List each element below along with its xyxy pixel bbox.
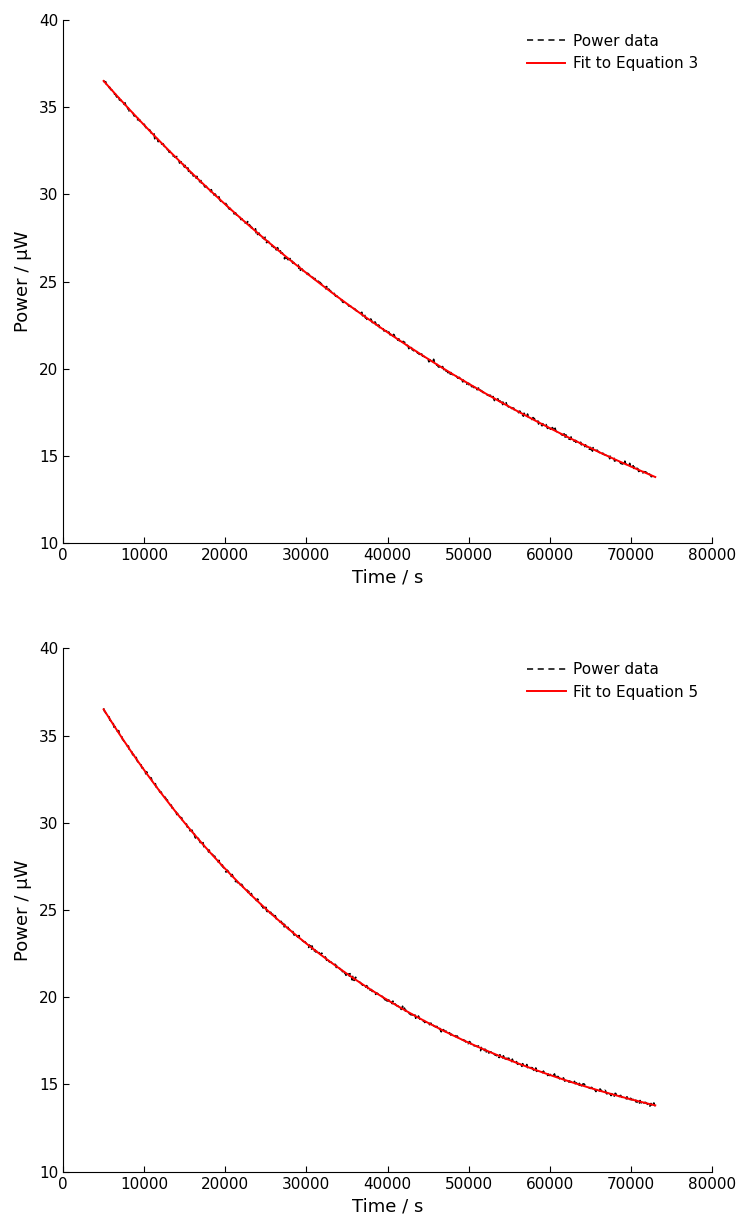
Fit to Equation 3 [99, 74, 108, 88]
Y-axis label: Power / μW: Power / μW [14, 859, 32, 961]
Fit to Equation 3 [368, 315, 376, 329]
Fit to Equation 5 [352, 973, 362, 988]
Power data [451, 369, 460, 383]
Y-axis label: Power / μW: Power / μW [14, 231, 32, 332]
Power data [99, 73, 108, 87]
Legend: Power data, Fit to Equation 3: Power data, Fit to Equation 3 [521, 27, 704, 77]
Fit to Equation 5 [634, 1094, 644, 1109]
Fit to Equation 5 [634, 1094, 644, 1109]
Fit to Equation 5 [651, 1097, 660, 1112]
Line: Fit to Equation 5: Fit to Equation 5 [104, 709, 656, 1105]
Power data [434, 1023, 443, 1037]
Fit to Equation 3 [634, 462, 644, 477]
X-axis label: Time / s: Time / s [352, 569, 423, 586]
Power data [419, 349, 428, 364]
Power data [419, 1013, 428, 1027]
Power data [518, 407, 526, 422]
Power data [574, 434, 584, 449]
Power data [451, 1029, 460, 1043]
X-axis label: Time / s: Time / s [352, 1197, 423, 1215]
Fit to Equation 5 [128, 745, 136, 760]
Power data [99, 701, 108, 715]
Fit to Equation 3 [651, 469, 660, 484]
Line: Power data: Power data [104, 80, 656, 477]
Fit to Equation 5 [99, 702, 108, 717]
Line: Power data: Power data [104, 708, 656, 1107]
Power data [518, 1059, 526, 1074]
Power data [645, 1100, 654, 1115]
Power data [133, 753, 142, 768]
Power data [574, 1079, 584, 1094]
Power data [133, 113, 142, 128]
Fit to Equation 3 [533, 414, 542, 429]
Line: Fit to Equation 3: Fit to Equation 3 [104, 81, 656, 477]
Fit to Equation 5 [368, 983, 376, 998]
Fit to Equation 5 [533, 1063, 542, 1078]
Power data [651, 1099, 660, 1113]
Legend: Power data, Fit to Equation 5: Power data, Fit to Equation 5 [521, 656, 704, 705]
Fit to Equation 3 [352, 304, 362, 318]
Power data [651, 469, 660, 484]
Power data [434, 360, 443, 375]
Fit to Equation 3 [128, 104, 136, 119]
Fit to Equation 3 [634, 463, 644, 478]
